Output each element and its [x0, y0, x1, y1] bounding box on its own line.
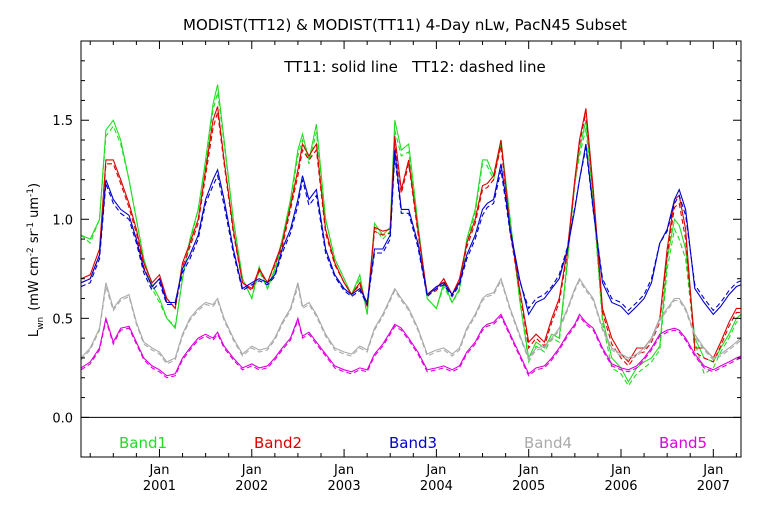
- y-label-base: L: [27, 329, 42, 337]
- y-label-exp1: -2: [26, 247, 36, 256]
- ticks-layer: 0.00.51.01.5Jan2001Jan2002Jan2003Jan2004…: [52, 41, 741, 494]
- line-style-legend: TT11: solid line TT12: dashed line: [283, 58, 546, 76]
- band5-label: Band5: [659, 434, 707, 452]
- band4-tt12-line: [80, 279, 742, 365]
- y-label-exp2: -1: [26, 222, 36, 231]
- band5-tt11-line: [80, 313, 742, 377]
- y-tick-label: 1.0: [52, 213, 73, 228]
- y-label-unit-mid2: um: [27, 197, 42, 222]
- band4-tt11-line: [80, 277, 742, 363]
- x-tick-year: 2005: [512, 479, 545, 494]
- x-tick-year: 2007: [697, 479, 730, 494]
- band2-tt11-line: [80, 106, 741, 363]
- y-tick-label: 0.5: [52, 312, 73, 327]
- band1-label: Band1: [119, 434, 167, 452]
- x-tick-month: Jan: [333, 463, 354, 478]
- y-tick-label: 1.5: [52, 114, 73, 129]
- x-tick-year: 2004: [420, 479, 453, 494]
- x-tick-year: 2001: [143, 479, 176, 494]
- series-layer: [80, 84, 742, 387]
- band2-label: Band2: [254, 434, 302, 452]
- x-tick-month: Jan: [425, 463, 446, 478]
- y-label-unit-open: (mW cm: [27, 256, 42, 311]
- y-label-sub: wn: [36, 317, 46, 330]
- y-tick-label: 0.0: [52, 411, 73, 426]
- band4-label: Band4: [524, 434, 572, 452]
- y-axis-label: Lwn(mW cm-2 sr-1 um-1): [26, 183, 46, 337]
- band1-tt11-line: [80, 84, 742, 383]
- x-tick-year: 2006: [604, 479, 637, 494]
- x-tick-month: Jan: [148, 463, 169, 478]
- x-tick-month: Jan: [518, 463, 539, 478]
- band3-label: Band3: [389, 434, 437, 452]
- chart-title: MODIST(TT12) & MODIST(TT11) 4-Day nLw, P…: [183, 16, 627, 34]
- band5-tt12-line: [80, 315, 742, 379]
- band3-tt11-line: [80, 143, 742, 316]
- x-tick-month: Jan: [241, 463, 262, 478]
- x-tick-year: 2002: [235, 479, 268, 494]
- x-tick-month: Jan: [610, 463, 631, 478]
- band1-tt12-line: [80, 92, 742, 387]
- y-label-unit-mid1: sr: [27, 230, 42, 247]
- x-tick-month: Jan: [702, 463, 723, 478]
- y-label-unit-close: ): [27, 183, 42, 188]
- x-tick-year: 2003: [328, 479, 361, 494]
- band-labels: Band1 Band2 Band3 Band4 Band5: [119, 434, 707, 452]
- band3-tt12-line: [80, 147, 742, 312]
- y-label-exp3: -1: [26, 188, 36, 197]
- plot-frame: [80, 40, 742, 458]
